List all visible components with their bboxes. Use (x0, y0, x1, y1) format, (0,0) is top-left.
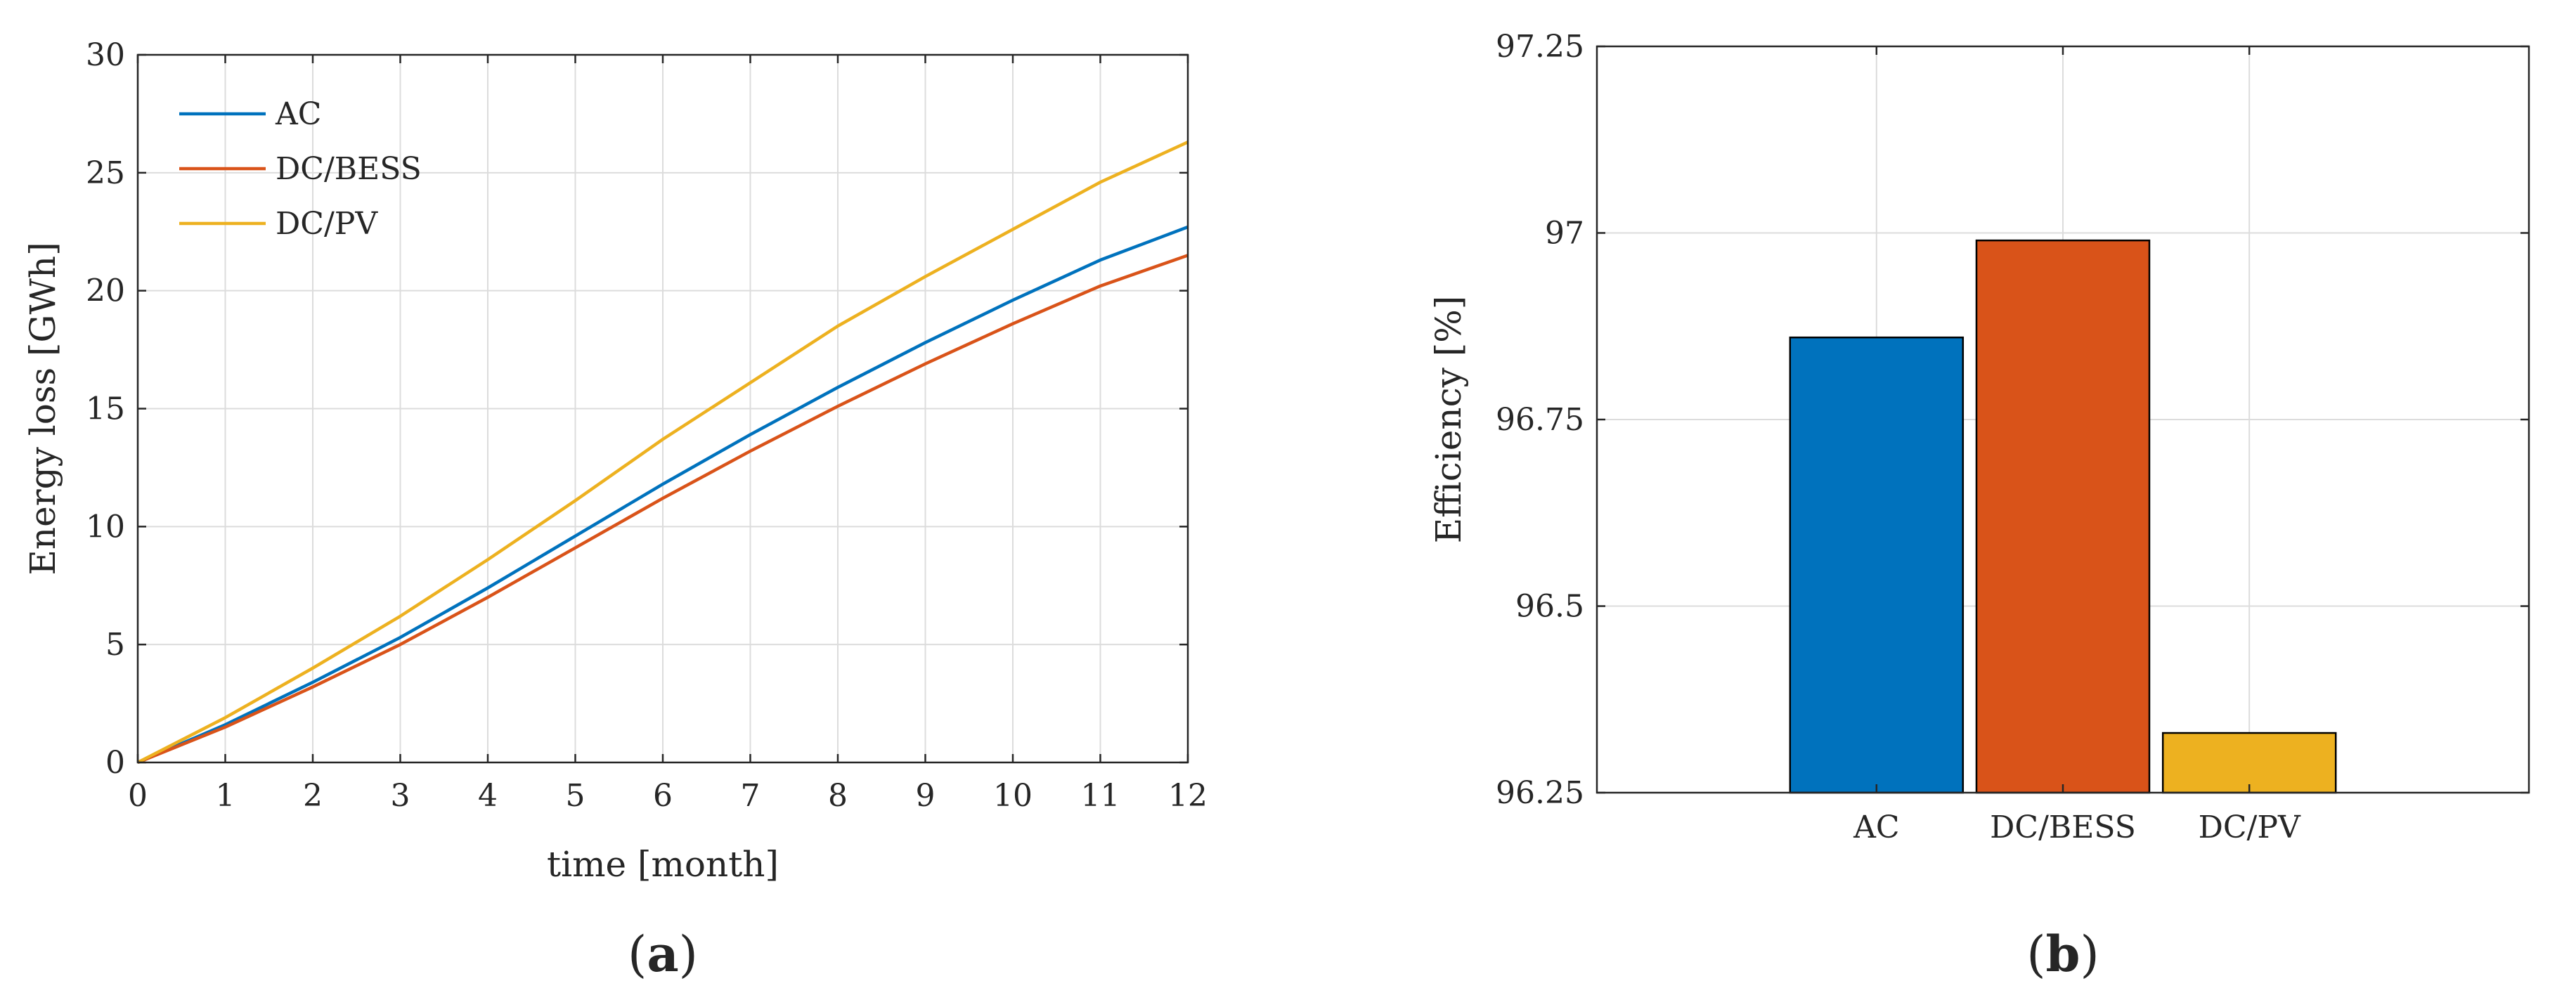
x-tick-label: 3 (391, 778, 410, 814)
y-tick-label: 5 (105, 627, 125, 663)
x-tick-label: 0 (128, 778, 148, 814)
bar-dc-bess (1975, 239, 2151, 794)
y-tick-label: 25 (86, 155, 125, 191)
x-tick-label: 7 (741, 778, 760, 814)
bar-dc-pv (2161, 732, 2337, 794)
bar-category-label: DC/BESS (1990, 810, 2136, 845)
legend-label-dc-bess: DC/BESS (276, 151, 422, 187)
series-line-dc-pv (136, 141, 1189, 765)
y-tick-label: 15 (86, 391, 125, 427)
bar-category-label: DC/PV (2199, 810, 2301, 845)
x-tick-label: 10 (993, 778, 1033, 814)
legend-label-ac: AC (275, 96, 321, 132)
x-axis-label: time [month] (547, 844, 779, 885)
x-tick-label: 9 (916, 778, 936, 814)
bar-y-tick-label: 96.5 (1515, 589, 1584, 625)
x-tick-label: 8 (828, 778, 848, 814)
x-tick-label: 11 (1081, 778, 1120, 814)
y-tick-label: 30 (86, 37, 125, 73)
panel-label-a: (a) (628, 925, 698, 983)
x-tick-label: 1 (216, 778, 235, 814)
panel-label-b: (b) (2026, 925, 2099, 983)
bar-y-tick-label: 97.25 (1496, 29, 1584, 65)
x-tick-label: 4 (478, 778, 498, 814)
bar-y-tick-label: 96.75 (1496, 402, 1584, 438)
y-tick-label: 0 (105, 745, 125, 781)
bar-y-tick-label: 96.25 (1496, 775, 1584, 811)
bar-y-axis-label: Efficiency [%] (1428, 296, 1469, 543)
x-tick-label: 2 (303, 778, 323, 814)
x-tick-label: 5 (566, 778, 585, 814)
legend: AC DC/BESS DC/PV (179, 96, 422, 242)
y-tick-label: 20 (86, 273, 125, 309)
y-axis-label: Energy loss [GWh] (22, 242, 63, 575)
bar-chart-bars (1789, 239, 2337, 794)
bar-chart-panel: 96.25 96.5 96.75 97 97.25 AC DC/BESS DC/PV Effi… (1428, 29, 2530, 845)
line-chart-series (136, 141, 1189, 765)
bar-ac (1789, 336, 1965, 794)
bar-category-label: AC (1853, 810, 1899, 845)
series-line-ac (137, 225, 1189, 765)
bar-chart-ticks: 96.25 96.5 96.75 97 97.25 AC DC/BESS DC/PV (1496, 29, 2529, 845)
bar-y-tick-label: 97 (1545, 216, 1584, 252)
y-tick-label: 10 (86, 509, 125, 545)
x-tick-label: 12 (1168, 778, 1208, 814)
series-line-dc-bess (137, 254, 1189, 765)
legend-label-dc-pv: DC/PV (276, 206, 378, 242)
x-tick-label: 6 (653, 778, 673, 814)
